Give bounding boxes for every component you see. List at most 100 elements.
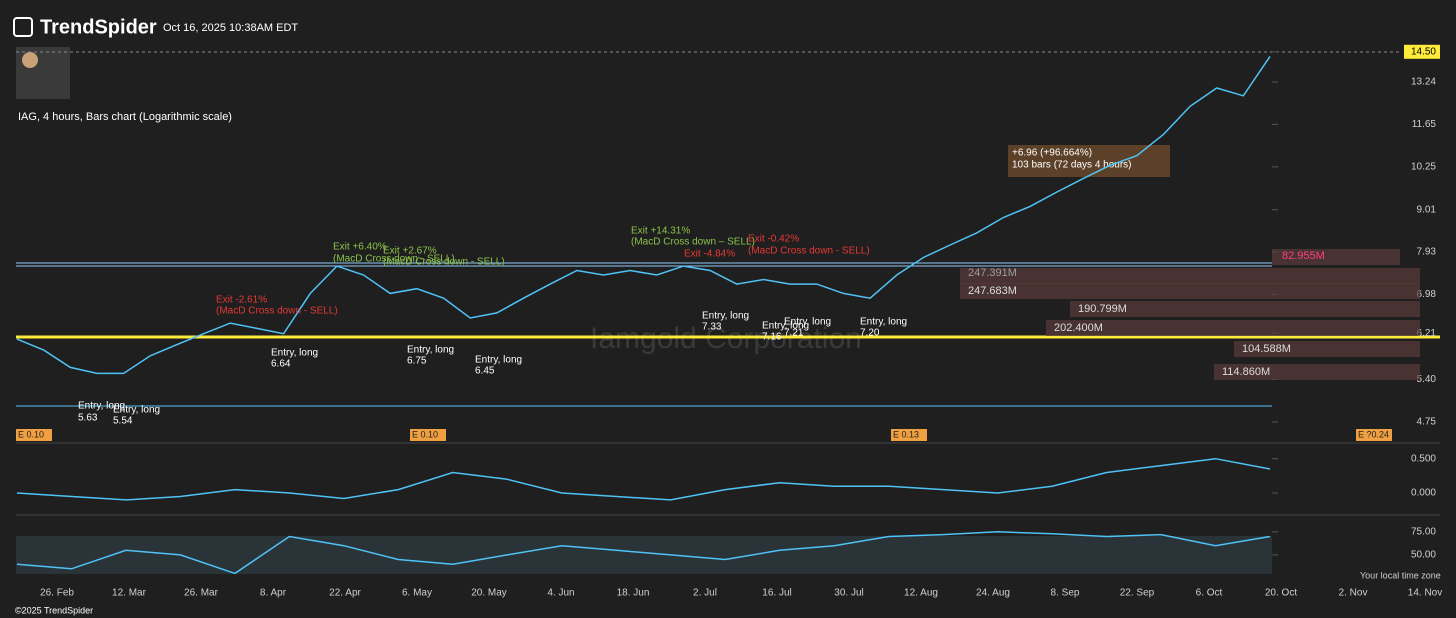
trade-annotation: 6.64: [271, 359, 291, 370]
volume-profile-bar: [1046, 320, 1420, 336]
y-tick-label: 6.98: [1417, 289, 1437, 300]
x-tick-label: 20. May: [471, 588, 507, 599]
y-tick-label: 14.50: [1411, 46, 1436, 57]
series-line: [16, 531, 1271, 575]
earnings-label: E 0.10: [412, 429, 438, 439]
y-tick-label: 6.21: [1417, 328, 1437, 339]
earnings-badge: [16, 429, 52, 441]
volume-profile-bar: [1234, 341, 1420, 357]
earnings-label: E 0.13: [893, 429, 919, 439]
x-tick-label: 6. Oct: [1196, 588, 1223, 599]
rsi-band: [16, 536, 1272, 574]
y-tick-label: 50.00: [1411, 550, 1436, 561]
earnings-label: E 0.10: [18, 429, 44, 439]
earnings-badge: [891, 429, 927, 441]
trade-annotation: Entry, long: [78, 401, 125, 412]
series-line: [16, 457, 1271, 501]
volume-profile-bar: [1272, 249, 1400, 265]
trade-annotation: 7.20: [860, 328, 880, 339]
x-tick-label: 22. Apr: [329, 588, 361, 599]
trade-annotation: Exit -2.61%: [216, 295, 267, 306]
trade-annotation: Entry, long: [475, 355, 522, 366]
trade-annotation: Entry, long: [784, 317, 831, 328]
volume-profile-bar: [960, 268, 1420, 284]
y-tick-label: 4.75: [1417, 417, 1437, 428]
trade-annotation: 7.33: [702, 322, 722, 333]
trade-annotation: 5.63: [78, 413, 98, 424]
trade-annotation: Exit +2.67%: [383, 246, 437, 257]
x-tick-label: 18. Jun: [617, 588, 650, 599]
x-tick-label: 8. Sep: [1051, 588, 1080, 599]
y-tick-label: 10.25: [1411, 162, 1436, 173]
earnings-label: E ?0.24: [1358, 429, 1389, 439]
trade-annotation: Entry, long: [113, 405, 160, 416]
volume-profile-label: 114.860M: [1222, 366, 1270, 378]
measure-span: 103 bars (72 days 4 hours): [1012, 160, 1132, 171]
price-badge: [1404, 44, 1440, 59]
y-tick-label: 7.93: [1417, 247, 1437, 258]
x-tick-label: 26. Feb: [40, 588, 74, 599]
earnings-badge: [410, 429, 446, 441]
timestamp: Oct 16, 2025 10:38AM EDT: [163, 22, 298, 34]
x-tick-label: 26. Mar: [184, 588, 219, 599]
y-tick-label: 75.00: [1411, 526, 1436, 537]
trade-annotation: Entry, long: [762, 321, 809, 332]
trade-annotation: (MacD Cross down - SELL): [216, 306, 338, 317]
trade-annotation: Entry, long: [271, 348, 318, 359]
y-tick-label: 11.65: [1412, 119, 1437, 130]
timezone: Your local time zone: [1360, 570, 1441, 580]
brand: TrendSpider: [40, 16, 157, 38]
trade-annotation: (MacD Cross down - SELL): [383, 257, 505, 268]
y-tick-label: 13.24: [1411, 77, 1436, 88]
volume-profile-bar: [960, 283, 1420, 299]
trade-annotation: Exit +6.40%: [333, 242, 387, 253]
x-tick-label: 2. Nov: [1339, 588, 1368, 599]
volume-profile-label: 247.683M: [968, 285, 1017, 297]
y-tick-label: 0.000: [1411, 488, 1436, 499]
trade-annotation: Exit -4.84%: [684, 249, 735, 260]
chart-label: IAG, 4 hours, Bars chart (Logarithmic sc…: [18, 111, 232, 123]
trade-annotation: Entry, long: [702, 311, 749, 322]
trade-annotation: Exit -0.42%: [748, 234, 799, 245]
x-tick-label: 8. Apr: [260, 588, 287, 599]
volume-profile-label: 82.955M: [1282, 250, 1325, 262]
volume-profile-bar: [1214, 364, 1420, 380]
y-tick-label: 9.01: [1417, 204, 1437, 215]
x-tick-label: 16. Jul: [762, 588, 791, 599]
x-tick-label: 6. May: [402, 588, 432, 599]
trade-annotation: 6.45: [475, 366, 495, 377]
trade-annotation: 7.21: [784, 328, 804, 339]
trade-annotation: 6.75: [407, 356, 427, 367]
trade-annotation: Entry, long: [407, 345, 454, 356]
volume-profile-bar: [1070, 301, 1420, 317]
measure-change: +6.96 (+96.664%): [1012, 148, 1092, 159]
trade-annotation: 5.54: [113, 416, 133, 427]
trade-annotation: (MacD Cross down - SELL): [748, 246, 870, 257]
volume-profile-label: 247.391M: [968, 267, 1017, 279]
volume-profile-label: 202.400M: [1054, 322, 1103, 334]
x-tick-label: 2. Jul: [693, 588, 717, 599]
trade-annotation: (MacD Cross down - SELL): [333, 254, 455, 265]
avatar-face: [22, 52, 38, 68]
volume-profile-label: 104.588M: [1242, 343, 1291, 355]
x-tick-label: 12. Aug: [904, 588, 938, 599]
earnings-badge: [1356, 429, 1392, 441]
x-tick-label: 30. Jul: [834, 588, 863, 599]
series-line: [16, 55, 1271, 375]
copyright: ©2025 TrendSpider: [15, 605, 93, 615]
x-tick-label: 14. Nov: [1408, 588, 1442, 599]
volume-profile-label: 190.799M: [1078, 303, 1127, 315]
trade-annotation: (MacD Cross down – SELL): [631, 237, 755, 248]
x-tick-label: 24. Aug: [976, 588, 1010, 599]
logo-icon: [13, 17, 33, 37]
x-tick-label: 22. Sep: [1120, 588, 1155, 599]
x-tick-label: 4. Jun: [547, 588, 574, 599]
y-tick-label: 5.40: [1417, 374, 1437, 385]
x-tick-label: 12. Mar: [112, 588, 147, 599]
y-tick-label: 0.500: [1411, 453, 1436, 464]
trade-annotation: Exit +14.31%: [631, 226, 690, 237]
trade-annotation: Entry, long: [860, 317, 907, 328]
trade-annotation: 7.16: [762, 332, 782, 343]
x-tick-label: 20. Oct: [1265, 588, 1297, 599]
